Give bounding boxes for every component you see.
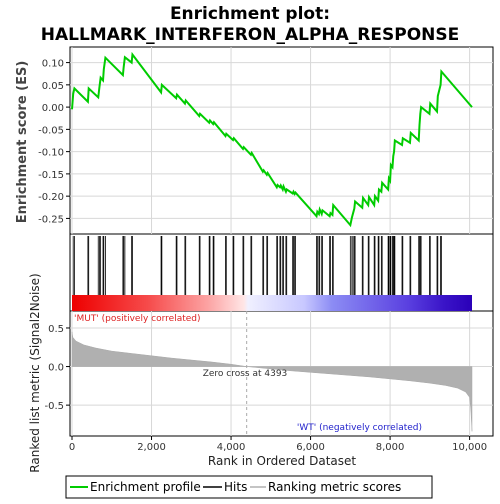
x-tick-label: 10,000 [452, 442, 487, 453]
neg-corr-label: 'WT' (negatively correlated) [297, 423, 422, 433]
legend-label-hits: Hits [224, 480, 247, 494]
enrichment-profile-line [71, 51, 473, 228]
metric-y-tick-label: -0.5 [44, 401, 64, 412]
pos-corr-label: 'MUT' (positively correlated) [74, 314, 201, 324]
x-tick-label: 8,000 [376, 442, 405, 453]
x-tick-label: 6,000 [296, 442, 325, 453]
es-y-tick-label: 0.10 [42, 59, 64, 70]
legend: Enrichment profile Hits Ranking metric s… [65, 475, 433, 499]
legend-label-enrichment: Enrichment profile [90, 480, 201, 494]
metric-y-ticks: -0.5 0.0 0.5 [44, 324, 70, 412]
es-grid [70, 47, 493, 234]
es-y-tick-label: -0.05 [38, 125, 64, 136]
metric-y-tick-label: 0.0 [48, 363, 64, 374]
rank-heat-bar [72, 295, 472, 311]
title-line-2: HALLMARK_INTERFERON_ALPHA_RESPONSE [41, 25, 460, 45]
es-y-tick-label: -0.15 [38, 170, 64, 181]
metric-y-tick-label: 0.5 [48, 324, 64, 335]
zero-cross-label: Zero cross at 4393 [203, 369, 288, 379]
title-line-1: Enrichment plot: [170, 4, 330, 24]
es-y-ticks: -0.25 -0.20 -0.15 -0.10 -0.05 0.00 0.05 0.10 [38, 59, 70, 225]
es-y-tick-label: -0.20 [38, 192, 64, 203]
es-y-tick-label: -0.10 [38, 148, 64, 159]
es-y-tick-label: -0.25 [38, 214, 64, 225]
hit-lines [72, 236, 442, 295]
x-tick-label: 4,000 [217, 442, 246, 453]
x-tick-label: 0 [69, 442, 75, 453]
x-tick-label: 2,000 [137, 442, 166, 453]
es-y-tick-label: 0.05 [42, 81, 64, 92]
es-panel-frame [69, 46, 494, 235]
legend-box [65, 475, 433, 499]
x-axis-label: Rank in Ordered Dataset [208, 454, 356, 468]
metric-x-ticks: 0 2,000 4,000 6,000 8,000 10,000 [69, 436, 487, 453]
es-y-tick-label: 0.00 [42, 103, 64, 114]
metric-y-axis-label: Ranked list metric (Signal2Noise) [28, 273, 42, 472]
legend-label-metric: Ranking metric scores [268, 480, 401, 494]
ranking-metric-area [71, 331, 473, 432]
es-y-axis-label: Enrichment score (ES) [15, 61, 30, 224]
